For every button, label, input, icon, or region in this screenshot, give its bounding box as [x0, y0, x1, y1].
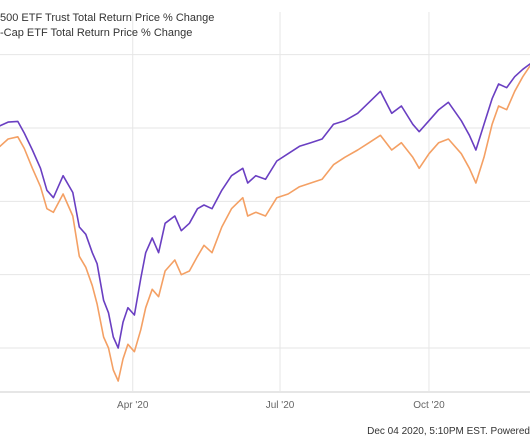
x-axis-tick-labels: Apr '20 Jul '20 Oct '20 [117, 400, 445, 411]
x-tick-label-1: Jul '20 [266, 400, 295, 411]
legend-entry-series-2: -Cap ETF Total Return Price % Change [0, 27, 193, 39]
legend-entry-series-1: 500 ETF Trust Total Return Price % Chang… [0, 12, 215, 24]
series-layer [0, 62, 530, 382]
x-tick-label-2: Oct '20 [413, 400, 445, 411]
series-line-1 [0, 62, 530, 349]
series-line-2 [0, 64, 530, 382]
vertical-gridlines [132, 12, 430, 392]
x-tick-label-0: Apr '20 [117, 400, 149, 411]
chart-footer-credit: Dec 04 2020, 5:10PM EST. Powered [367, 426, 530, 437]
